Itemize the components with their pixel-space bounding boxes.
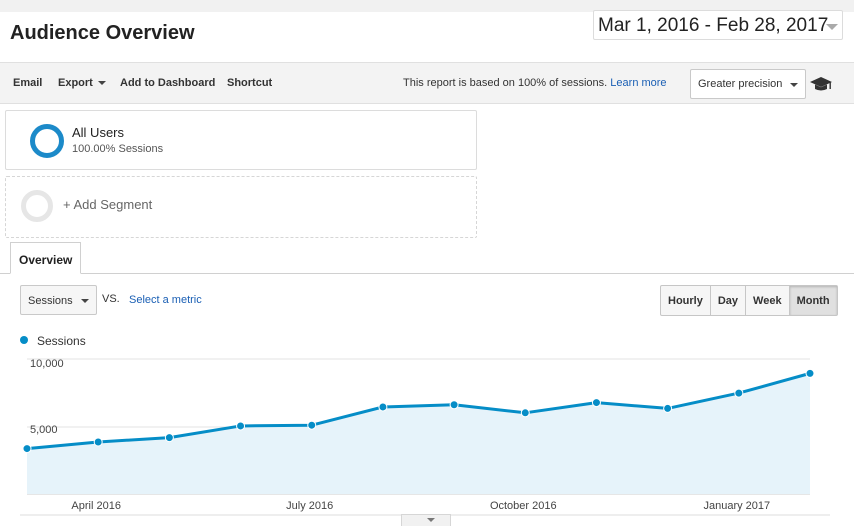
add-to-dashboard-button[interactable]: Add to Dashboard bbox=[120, 77, 216, 89]
empty-segment-ring-icon bbox=[21, 190, 53, 222]
shortcut-button[interactable]: Shortcut bbox=[227, 77, 273, 89]
chevron-down-icon bbox=[427, 518, 435, 522]
data-point[interactable] bbox=[164, 433, 174, 443]
precision-label: Greater precision bbox=[698, 78, 783, 90]
chevron-down-icon bbox=[826, 24, 838, 30]
chevron-down-icon bbox=[81, 299, 89, 303]
segment-share: 100.00% Sessions bbox=[72, 143, 164, 155]
segment-all-users[interactable]: All Users 100.00% Sessions bbox=[5, 110, 477, 170]
data-point[interactable] bbox=[805, 368, 815, 378]
day-button[interactable]: Day bbox=[711, 286, 747, 315]
metric-select-label: Sessions bbox=[28, 295, 73, 307]
date-range-picker[interactable]: Mar 1, 2016 - Feb 28, 2017 bbox=[593, 10, 843, 40]
week-button[interactable]: Week bbox=[746, 286, 790, 315]
data-point[interactable] bbox=[591, 398, 601, 408]
vs-label: VS. bbox=[102, 293, 120, 305]
data-point[interactable] bbox=[663, 403, 673, 413]
granularity-toggle: Hourly Day Week Month bbox=[660, 285, 838, 316]
sessions-chart: 5,000 10,000 April 2016 July 2016 Octobe… bbox=[20, 358, 830, 516]
data-point[interactable] bbox=[236, 421, 246, 431]
y-tick-label: 10,000 bbox=[30, 358, 64, 370]
precision-select[interactable]: Greater precision bbox=[690, 69, 806, 99]
segment-ring-icon bbox=[30, 124, 64, 158]
segment-name: All Users bbox=[72, 125, 125, 140]
x-tick-label: October 2016 bbox=[490, 500, 557, 512]
graduation-cap-icon[interactable] bbox=[809, 73, 833, 95]
top-strip bbox=[0, 0, 854, 12]
y-tick-label: 5,000 bbox=[30, 424, 58, 436]
add-segment-button[interactable]: + Add Segment bbox=[5, 176, 477, 238]
sessions-line bbox=[26, 371, 811, 451]
x-tick-label: July 2016 bbox=[286, 500, 333, 512]
data-point[interactable] bbox=[307, 420, 317, 430]
data-point[interactable] bbox=[734, 388, 744, 398]
page-title: Audience Overview bbox=[10, 22, 195, 44]
chart-legend: Sessions bbox=[20, 334, 86, 348]
tab-divider bbox=[0, 273, 854, 274]
legend-dot-icon bbox=[20, 336, 28, 344]
x-tick-label: April 2016 bbox=[71, 500, 121, 512]
export-button[interactable]: Export bbox=[58, 77, 106, 89]
collapse-chart-toggle[interactable] bbox=[401, 514, 451, 526]
sampling-note: This report is based on 100% of sessions… bbox=[403, 77, 667, 89]
metric-select[interactable]: Sessions bbox=[20, 285, 97, 315]
report-toolbar: Email Export Add to Dashboard Shortcut T… bbox=[0, 62, 854, 104]
sessions-area bbox=[27, 373, 810, 494]
date-range-label: Mar 1, 2016 - Feb 28, 2017 bbox=[598, 15, 829, 36]
select-metric-link[interactable]: Select a metric bbox=[129, 294, 202, 306]
email-button[interactable]: Email bbox=[13, 77, 43, 89]
learn-more-link[interactable]: Learn more bbox=[610, 77, 667, 89]
legend-label: Sessions bbox=[37, 334, 86, 348]
data-point[interactable] bbox=[22, 444, 32, 454]
chevron-down-icon bbox=[97, 81, 106, 86]
hourly-button[interactable]: Hourly bbox=[661, 286, 711, 315]
x-tick-label: January 2017 bbox=[703, 500, 770, 512]
data-point[interactable] bbox=[378, 402, 388, 412]
export-label: Export bbox=[58, 77, 93, 89]
add-segment-label: + Add Segment bbox=[63, 197, 153, 212]
chevron-down-icon bbox=[790, 83, 798, 87]
data-point[interactable] bbox=[520, 408, 530, 418]
data-point[interactable] bbox=[449, 400, 459, 410]
data-point[interactable] bbox=[93, 437, 103, 447]
tab-overview[interactable]: Overview bbox=[10, 242, 81, 274]
sampling-note-text: This report is based on 100% of sessions… bbox=[403, 77, 608, 89]
month-button[interactable]: Month bbox=[789, 286, 837, 315]
